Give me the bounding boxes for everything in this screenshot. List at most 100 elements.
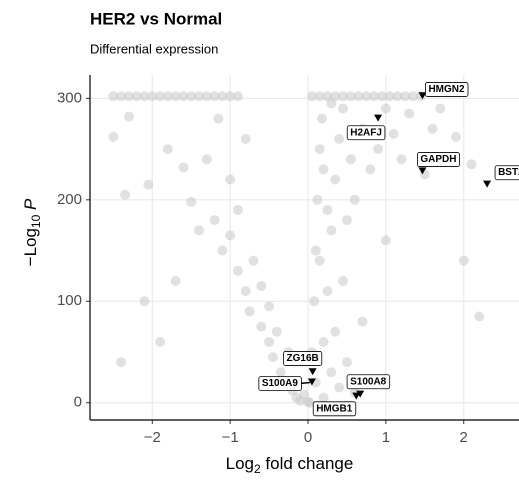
highlight-point bbox=[352, 392, 361, 400]
gene-label: HMGB1 bbox=[312, 401, 357, 417]
point bbox=[322, 286, 333, 297]
point bbox=[256, 281, 267, 292]
point bbox=[309, 296, 320, 307]
point bbox=[450, 131, 461, 142]
point bbox=[178, 91, 189, 102]
point bbox=[108, 131, 119, 142]
label-box bbox=[346, 125, 386, 141]
point bbox=[213, 113, 224, 124]
point bbox=[304, 397, 315, 408]
point bbox=[388, 128, 399, 139]
y-axis-title-part: P bbox=[21, 198, 40, 215]
point bbox=[116, 357, 127, 368]
point bbox=[334, 133, 345, 144]
point bbox=[345, 154, 356, 165]
point bbox=[330, 174, 341, 185]
x-tick-label: 2 bbox=[460, 429, 468, 446]
point bbox=[155, 336, 166, 347]
x-axis-title-part: fold change bbox=[261, 454, 354, 473]
point bbox=[306, 91, 317, 102]
point bbox=[225, 230, 236, 241]
gene-label-text: H2AFJ bbox=[350, 127, 382, 138]
label-box bbox=[346, 374, 391, 390]
point bbox=[225, 174, 236, 185]
point bbox=[194, 91, 205, 102]
point bbox=[400, 91, 411, 102]
point bbox=[376, 91, 387, 102]
highlight-point bbox=[418, 167, 427, 175]
point bbox=[256, 321, 267, 332]
label-box bbox=[258, 376, 302, 391]
point bbox=[209, 215, 220, 226]
point bbox=[170, 275, 181, 286]
point bbox=[232, 91, 243, 102]
point bbox=[240, 133, 251, 144]
point bbox=[201, 91, 212, 102]
point bbox=[232, 204, 243, 215]
y-tick-label: 300 bbox=[57, 89, 82, 106]
point bbox=[240, 286, 251, 297]
point bbox=[341, 357, 352, 368]
gene-label-text: HMGN2 bbox=[428, 84, 465, 95]
point bbox=[427, 123, 438, 134]
point bbox=[264, 336, 275, 347]
point bbox=[466, 159, 477, 170]
point bbox=[310, 245, 321, 256]
y-tick-label: 100 bbox=[57, 292, 82, 309]
point bbox=[178, 162, 189, 173]
point bbox=[474, 311, 485, 322]
point bbox=[349, 194, 360, 205]
point bbox=[338, 103, 349, 114]
point bbox=[162, 91, 173, 102]
point bbox=[131, 91, 142, 102]
point bbox=[338, 275, 349, 286]
point bbox=[334, 382, 345, 393]
label-box bbox=[312, 401, 357, 417]
highlight-point bbox=[374, 114, 383, 122]
point bbox=[217, 91, 228, 102]
y-axis-title-part: −Log bbox=[21, 228, 40, 266]
point bbox=[123, 111, 134, 122]
point bbox=[162, 144, 173, 155]
gene-label: H2AFJ bbox=[346, 125, 386, 141]
point bbox=[317, 113, 328, 124]
point bbox=[361, 91, 372, 102]
gene-label-text: BST2 bbox=[498, 167, 519, 178]
point bbox=[435, 103, 446, 114]
gene-label-text: S100A9 bbox=[262, 378, 299, 389]
point bbox=[194, 225, 205, 236]
gene-label-text: ZG16B bbox=[287, 353, 319, 364]
point bbox=[458, 255, 469, 266]
point bbox=[330, 326, 341, 337]
point bbox=[380, 103, 391, 114]
gene-label-text: S100A8 bbox=[350, 376, 387, 387]
highlight-point bbox=[307, 378, 316, 386]
point bbox=[314, 255, 325, 266]
x-axis-title-part: Log bbox=[226, 454, 254, 473]
point bbox=[314, 91, 325, 102]
point bbox=[232, 265, 243, 276]
point bbox=[408, 91, 419, 102]
gene-label: S100A9 bbox=[258, 376, 302, 391]
point bbox=[116, 91, 127, 102]
point bbox=[314, 144, 325, 155]
label-box bbox=[425, 82, 469, 97]
point bbox=[318, 392, 329, 403]
point bbox=[139, 296, 150, 307]
highlight-point bbox=[483, 180, 492, 188]
point bbox=[108, 91, 119, 102]
point bbox=[326, 225, 337, 236]
point bbox=[396, 154, 407, 165]
label-box bbox=[283, 351, 323, 366]
point bbox=[120, 189, 131, 200]
y-axis-title: −Log10 P bbox=[21, 198, 43, 266]
label-box bbox=[416, 152, 460, 167]
point bbox=[318, 336, 329, 347]
x-tick-label: 1 bbox=[382, 429, 390, 446]
highlight-point bbox=[356, 390, 365, 398]
gene-label: S100A8 bbox=[346, 374, 391, 390]
gene-label-text: HMGB1 bbox=[316, 403, 353, 414]
point bbox=[326, 98, 337, 109]
point bbox=[271, 326, 282, 337]
